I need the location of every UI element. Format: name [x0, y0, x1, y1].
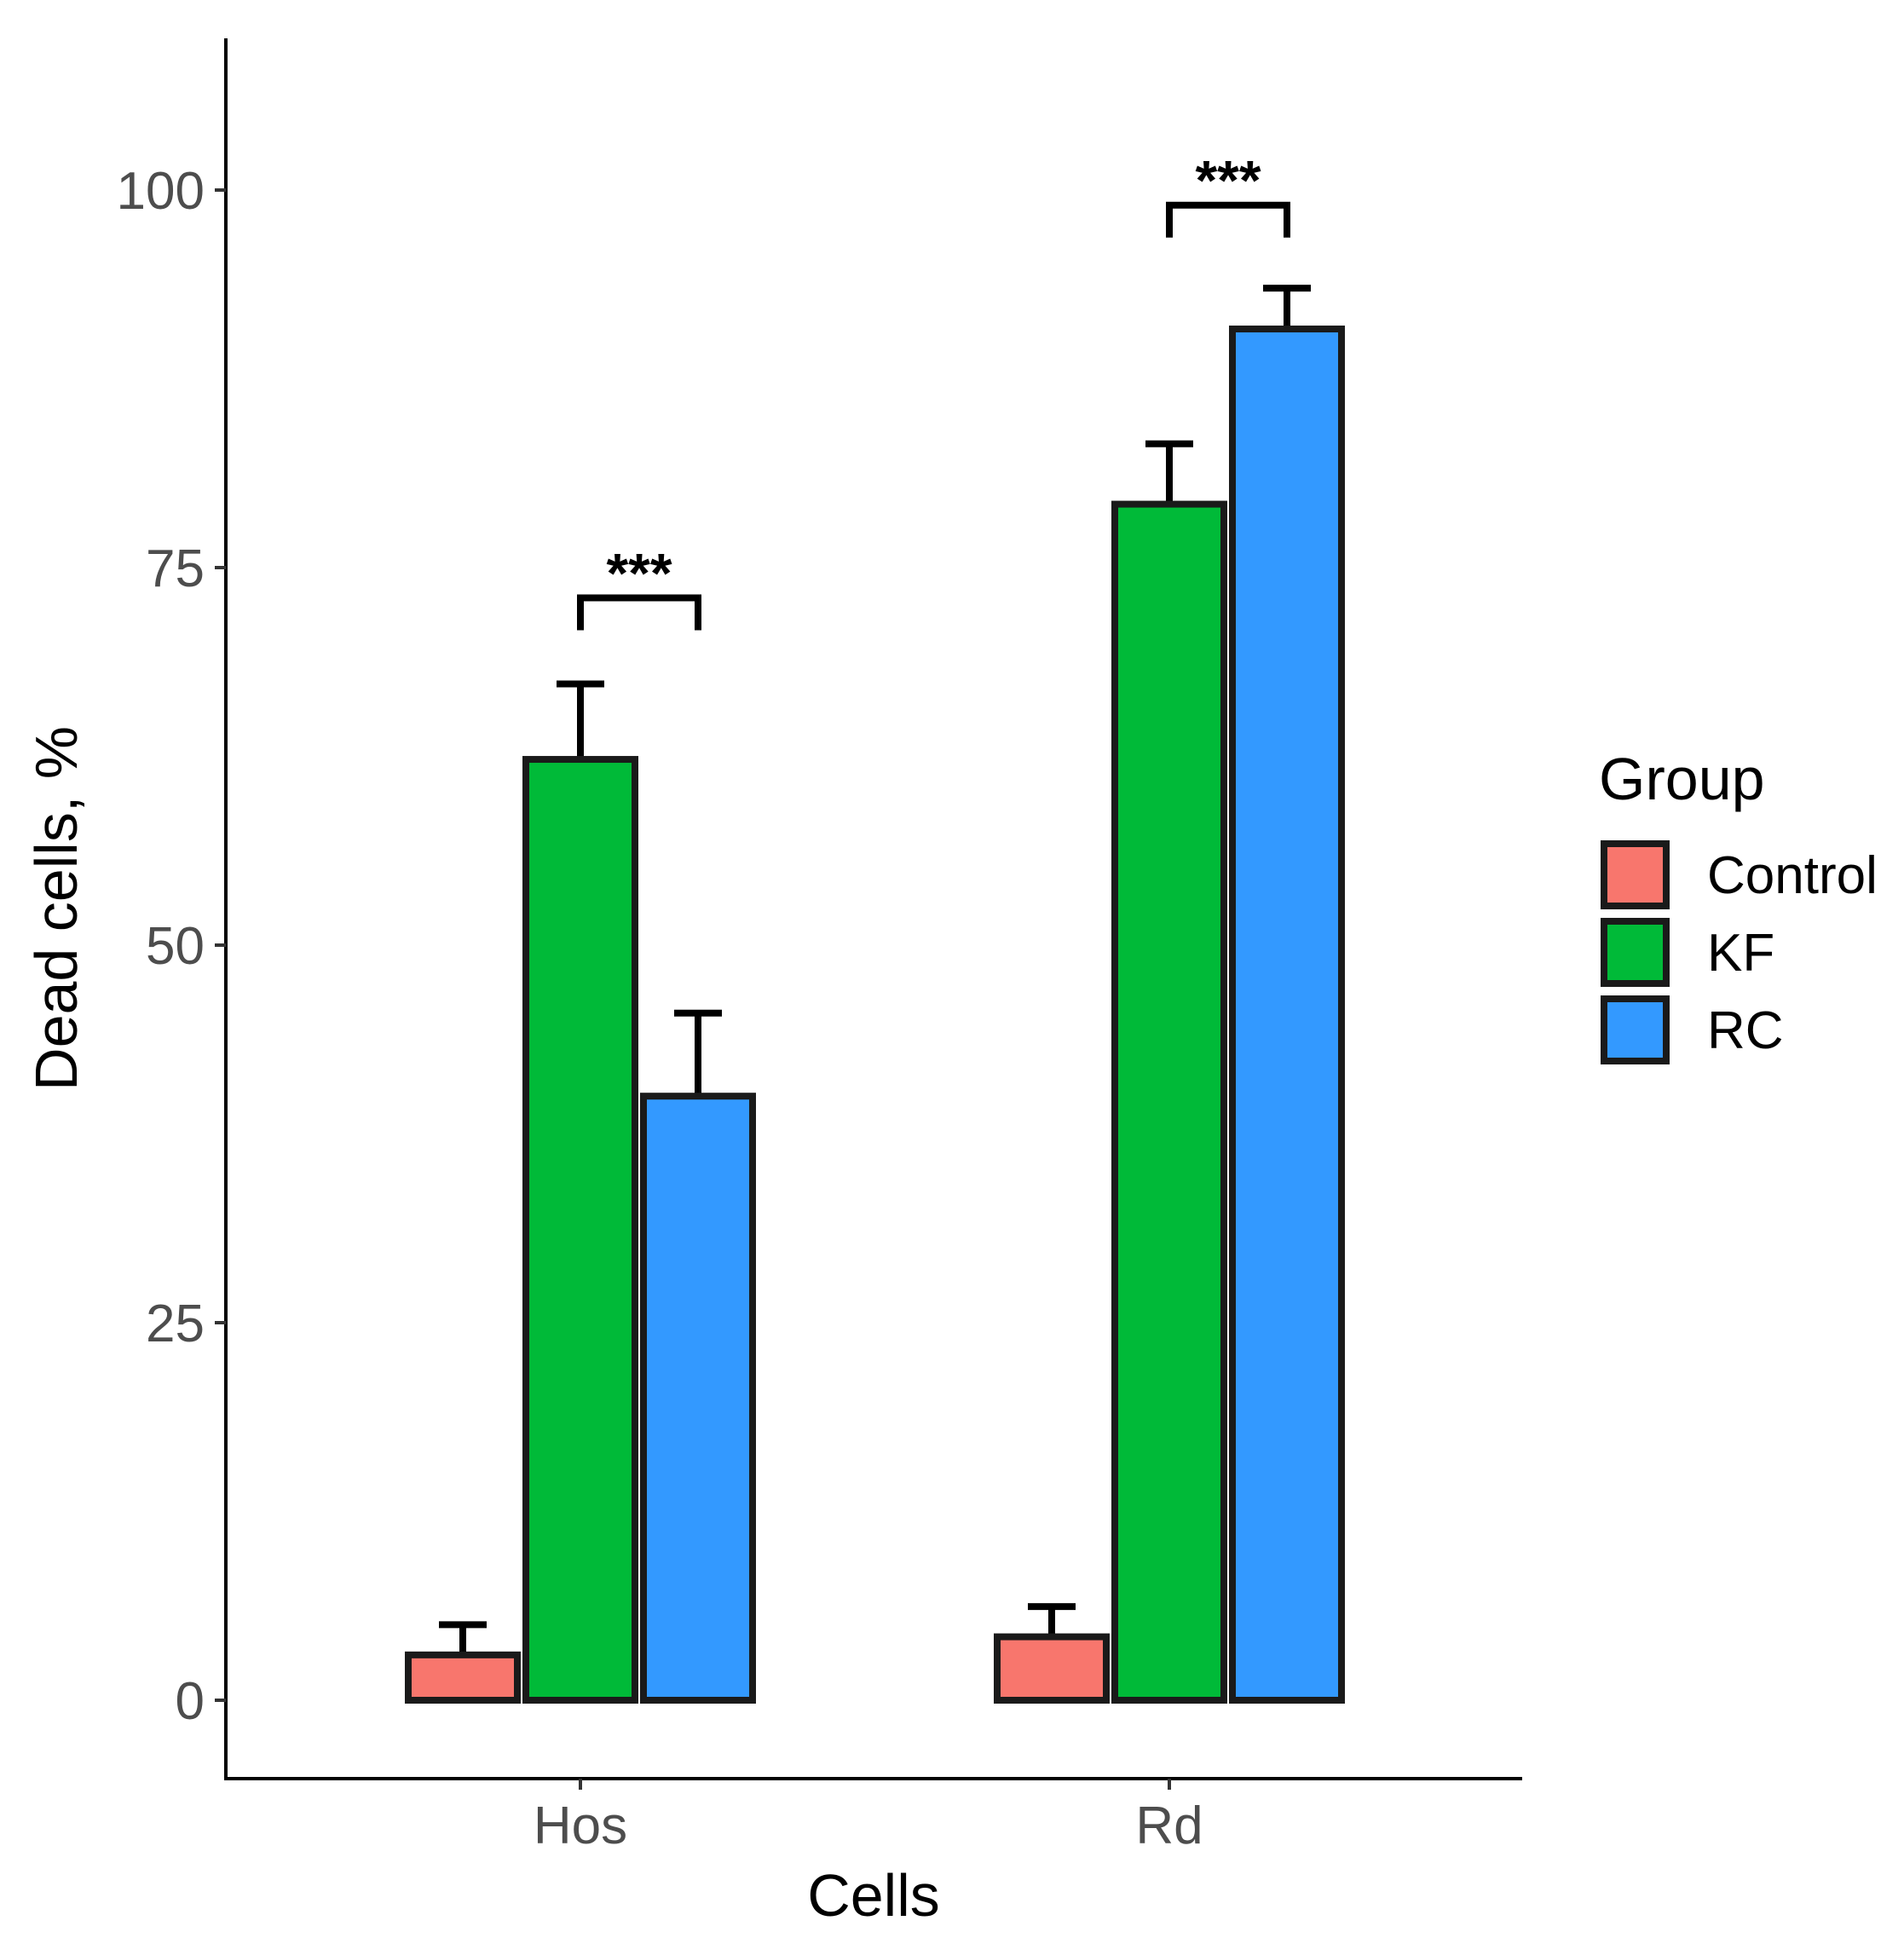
bar-control-rd: [994, 1633, 1110, 1704]
bar-rc-rd: [1229, 326, 1345, 1704]
x-tick-label: Rd: [1135, 1797, 1203, 1855]
bar-kf-rd: [1111, 500, 1227, 1704]
x-tick-label: Hos: [534, 1797, 627, 1855]
y-tick-label: 100: [117, 162, 205, 221]
legend-label-control: Control: [1707, 846, 1878, 905]
legend-swatch-control: [1601, 840, 1670, 909]
legend: Group Control KF RC: [1599, 746, 1878, 1064]
significance-label-rd: ***: [1195, 149, 1261, 212]
significance-bracket-hos: [577, 594, 701, 631]
y-tick-label: 75: [146, 539, 205, 598]
significance-layer: *** ***: [577, 149, 1290, 631]
legend-title: Group: [1599, 746, 1765, 812]
bar-control-hos: [405, 1651, 521, 1704]
x-ticks-layer: Hos Rd: [534, 1779, 1203, 1855]
legend-swatch-kf: [1601, 918, 1670, 987]
error-bars-layer: [439, 285, 1311, 1655]
y-ticks-layer: 0 25 50 75 100: [117, 162, 226, 1731]
y-tick-label: 25: [146, 1295, 205, 1353]
bars-layer: [405, 326, 1345, 1704]
significance-bracket-rd: [1166, 201, 1290, 238]
bar-rc-hos: [640, 1093, 756, 1704]
y-tick-label: 50: [146, 917, 205, 976]
bar-kf-hos: [522, 756, 638, 1704]
y-tick-label: 0: [176, 1672, 205, 1731]
y-axis-title: Dead cells, %: [23, 726, 89, 1091]
x-axis-title: Cells: [807, 1862, 940, 1929]
legend-swatch-rc: [1601, 995, 1670, 1064]
significance-label-hos: ***: [606, 541, 672, 604]
legend-label-kf: KF: [1707, 924, 1774, 983]
legend-label-rc: RC: [1707, 1001, 1784, 1060]
